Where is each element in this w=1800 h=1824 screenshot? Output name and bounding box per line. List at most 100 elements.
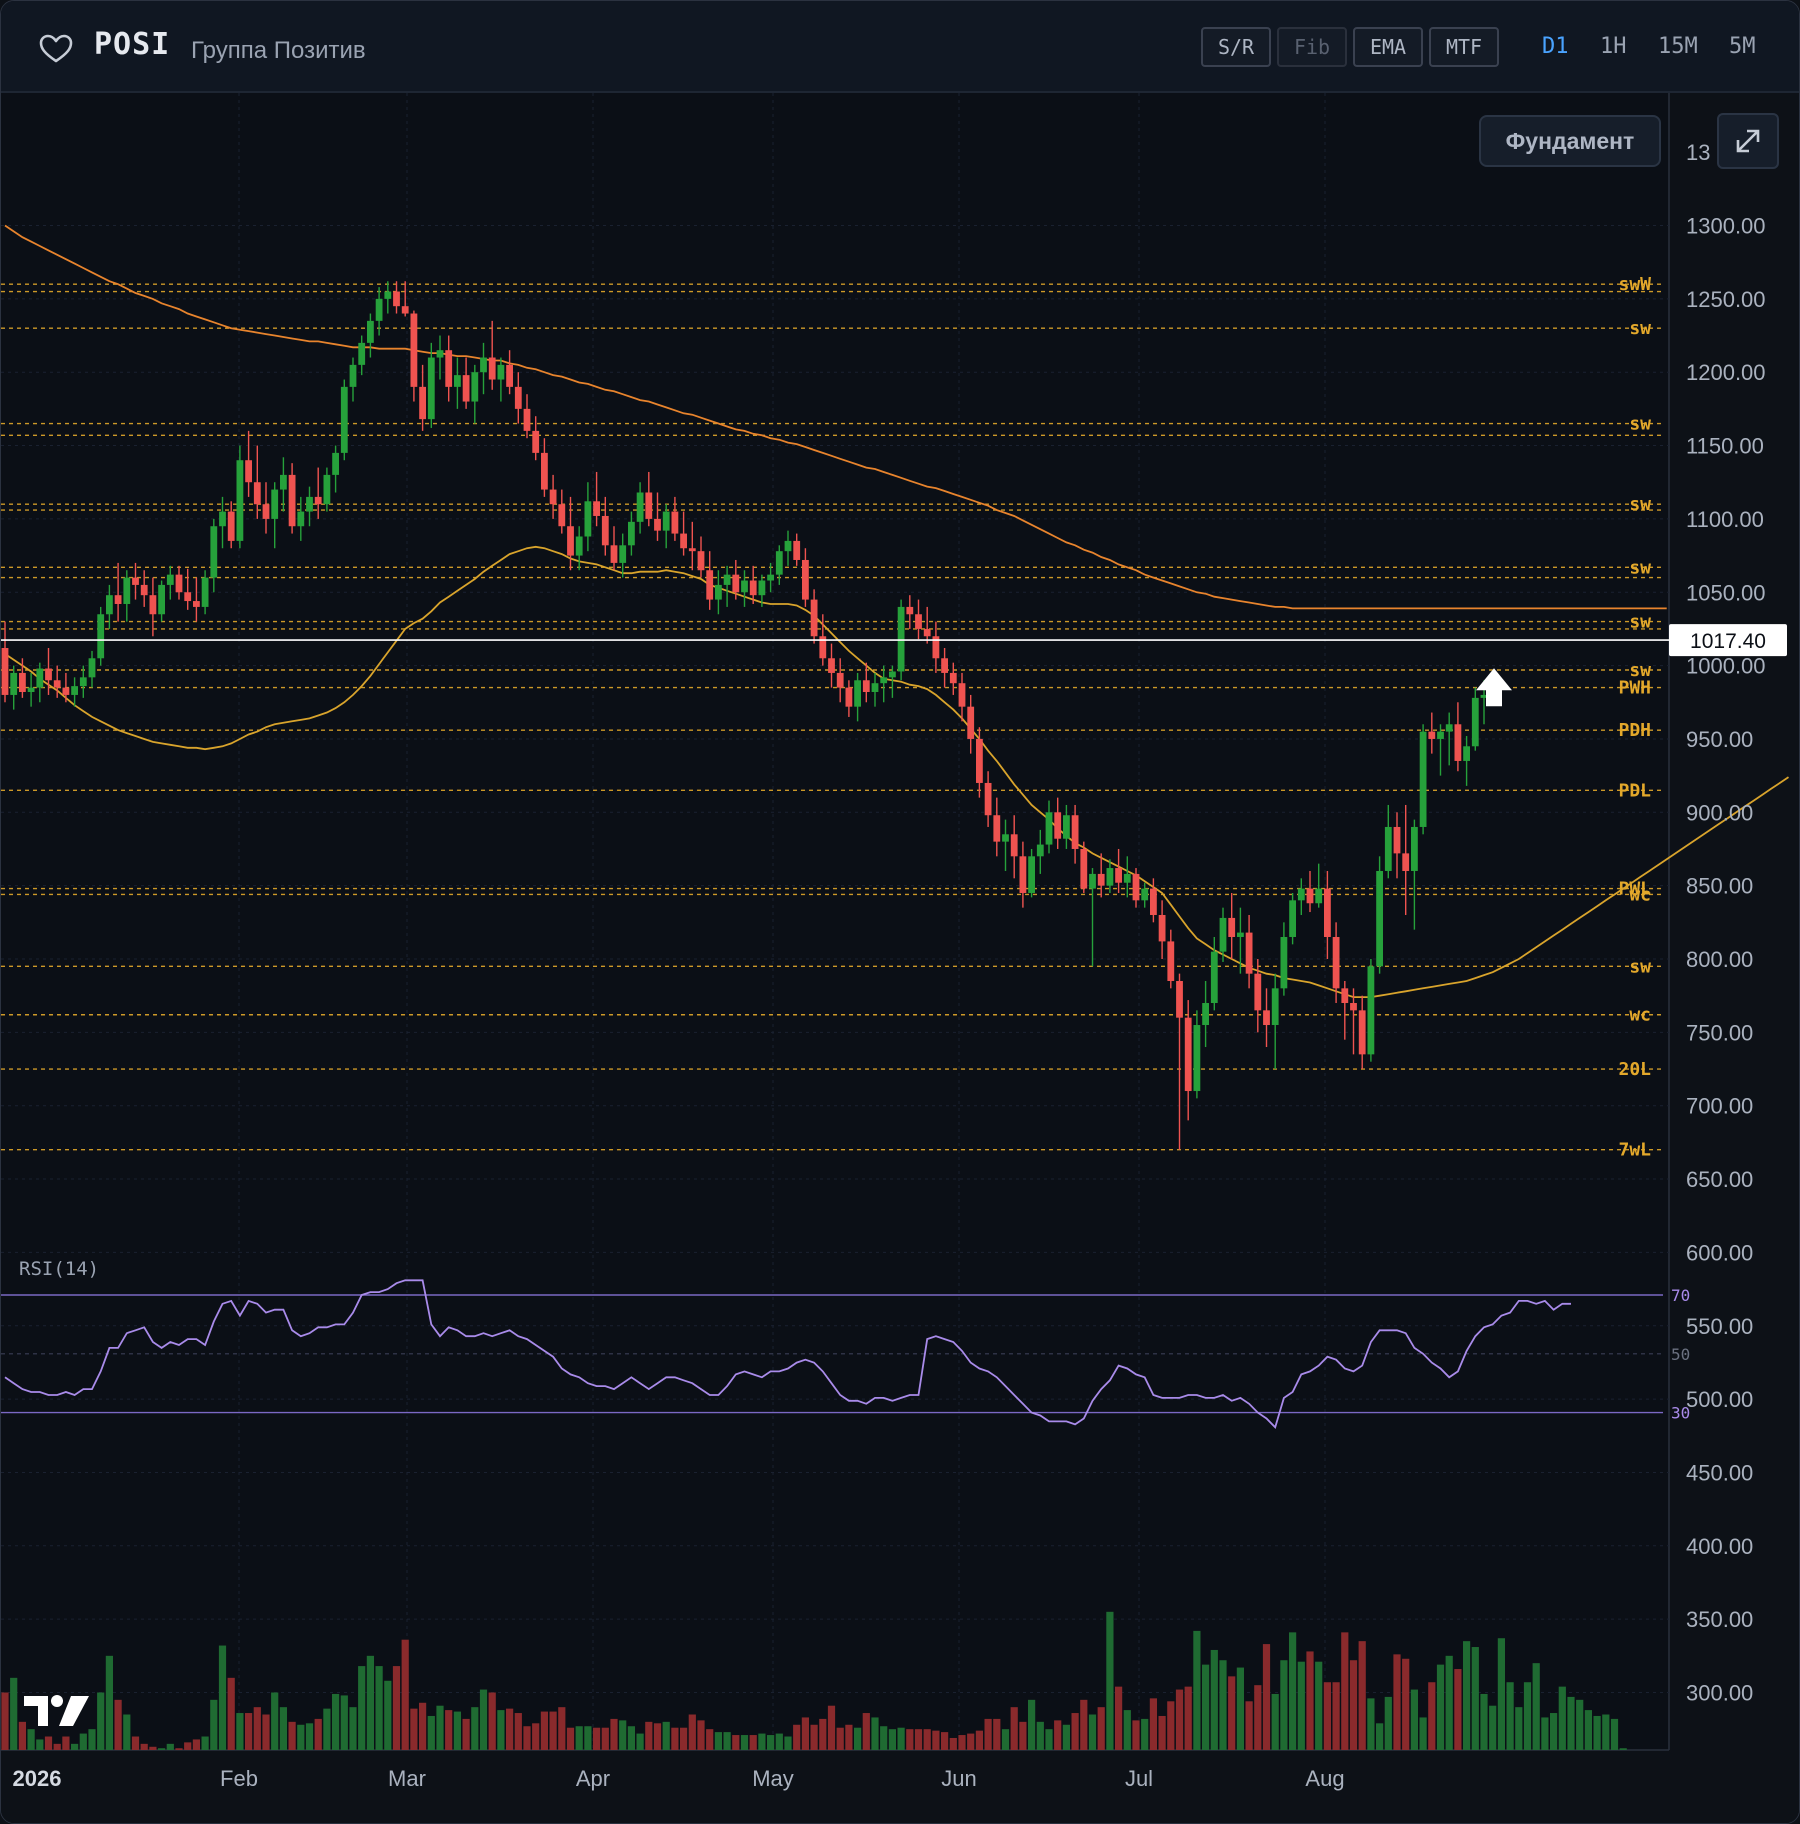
volume-bar (123, 1714, 131, 1750)
volume-bar (593, 1727, 601, 1750)
candle-body (1315, 888, 1323, 904)
candle-body (175, 574, 183, 593)
volume-bar (253, 1707, 261, 1750)
candle-body (1097, 873, 1105, 886)
mtf-toggle-button[interactable]: MTF (1429, 27, 1499, 67)
volume-bar (62, 1736, 70, 1750)
candle-body (245, 460, 252, 483)
ticker-symbol: POSI (94, 27, 171, 62)
price-axis-label: 700.00 (1686, 1094, 1753, 1119)
volume-bar (923, 1729, 931, 1750)
volume-bar (140, 1743, 148, 1750)
sr-level-label: sw (1629, 318, 1651, 339)
candle-body (1123, 873, 1131, 883)
candle-body (915, 614, 922, 629)
candle-body (636, 492, 644, 522)
candle-body (106, 595, 113, 615)
volume-bar (854, 1727, 862, 1750)
sr-level-label: sw (1629, 660, 1651, 681)
candle-body (584, 501, 592, 537)
fib-toggle-button[interactable]: Fib (1277, 27, 1347, 67)
candle-body (1263, 1010, 1270, 1026)
volume-bar (636, 1733, 644, 1750)
volume-bar (1428, 1682, 1436, 1750)
candle-body (1271, 988, 1279, 1026)
candle-body (280, 474, 287, 490)
expand-icon[interactable] (1717, 113, 1779, 169)
candle-body (419, 386, 426, 420)
timeframe-1h-tab[interactable]: 1H (1600, 34, 1627, 59)
volume-bar (79, 1733, 87, 1750)
timeframe-5m-tab[interactable]: 5M (1729, 34, 1756, 59)
volume-bar (1280, 1660, 1288, 1750)
volume-bar (1184, 1686, 1192, 1750)
time-axis-label: Jun (941, 1766, 976, 1791)
volume-bar (1297, 1661, 1305, 1750)
volume-bar (993, 1718, 1001, 1750)
volume-bar (1167, 1701, 1175, 1750)
candle-body (793, 540, 801, 560)
price-axis-label: 1100.00 (1686, 507, 1764, 532)
volume-bar (18, 1721, 26, 1750)
sr-toggle-button[interactable]: S/R (1201, 27, 1271, 67)
volume-bar (558, 1707, 566, 1750)
volume-bar (627, 1726, 635, 1750)
timeframe-15m-tab[interactable]: 15M (1658, 34, 1698, 59)
time-axis-label: Feb (220, 1766, 258, 1791)
sr-level-label: PDH (1618, 720, 1651, 741)
heart-icon[interactable] (39, 34, 73, 64)
volume-bar (723, 1732, 731, 1750)
candle-body (288, 474, 296, 527)
volume-bar (131, 1736, 140, 1750)
candle-body (1002, 834, 1009, 842)
volume-bar (566, 1727, 575, 1750)
candle-body (184, 592, 192, 602)
volume-bar (375, 1666, 383, 1750)
volume-bar (1001, 1729, 1010, 1750)
volume-bar (897, 1727, 905, 1750)
candle-body (1063, 815, 1070, 839)
chart-header: POSI Группа Позитив S/R Fib EMA MTF D1 1… (1, 1, 1799, 93)
timeframe-d1-tab[interactable]: D1 (1542, 34, 1569, 59)
volume-bar (1523, 1682, 1532, 1750)
volume-bar (1471, 1647, 1479, 1750)
candle-body (1184, 1017, 1192, 1092)
volume-bar (906, 1729, 914, 1750)
candle-body (802, 559, 809, 600)
candle-body (149, 595, 157, 615)
candle-body (193, 601, 200, 607)
volume-bar (488, 1692, 496, 1750)
candle-body (349, 364, 357, 387)
volume-bar (767, 1735, 775, 1750)
volume-bar (166, 1743, 174, 1750)
volume-bar (1489, 1705, 1497, 1750)
volume-bar (1576, 1699, 1584, 1750)
volume-bar (575, 1726, 583, 1750)
candle-body (967, 706, 975, 739)
volume-bar (1262, 1644, 1271, 1750)
candle-body (253, 482, 261, 505)
candle-body (1419, 731, 1427, 827)
rsi-label: RSI(14) (19, 1258, 99, 1280)
ema-toggle-button[interactable]: EMA (1353, 27, 1423, 67)
candle-body (1167, 941, 1175, 982)
candle-body (427, 357, 435, 420)
volume-bar (497, 1710, 505, 1750)
volume-bar (932, 1730, 940, 1750)
candle-body (1306, 888, 1314, 904)
fundament-button[interactable]: Фундамент (1479, 115, 1661, 167)
ema-fast-line (4, 545, 1790, 998)
price-axis-label: 550.00 (1686, 1314, 1753, 1339)
candle-body (201, 577, 209, 607)
volume-bar (349, 1707, 357, 1750)
volume-bar (427, 1715, 435, 1750)
price-axis-label: 600.00 (1686, 1240, 1753, 1265)
candle-body (1028, 856, 1035, 893)
volume-bar (1071, 1713, 1079, 1750)
volume-bar (697, 1720, 705, 1750)
candle-body (549, 489, 557, 505)
volume-bar (1550, 1713, 1558, 1750)
volume-bar (1384, 1696, 1392, 1750)
volume-bar (158, 1748, 166, 1750)
